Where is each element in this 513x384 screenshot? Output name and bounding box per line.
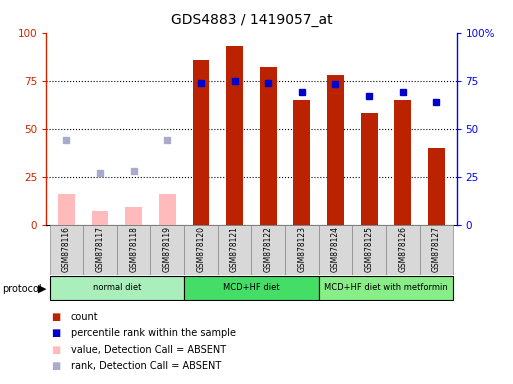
Bar: [218, 225, 251, 275]
Text: normal diet: normal diet: [93, 283, 141, 293]
Bar: [352, 225, 386, 275]
Bar: [293, 100, 310, 225]
Text: MCD+HF diet with metformin: MCD+HF diet with metformin: [324, 283, 448, 293]
Text: GSM878121: GSM878121: [230, 226, 239, 272]
Text: value, Detection Call = ABSENT: value, Detection Call = ABSENT: [71, 345, 226, 355]
Text: GSM878120: GSM878120: [196, 226, 205, 272]
Bar: [420, 225, 453, 275]
Bar: [50, 225, 83, 275]
Bar: [260, 67, 277, 225]
Text: rank, Detection Call = ABSENT: rank, Detection Call = ABSENT: [71, 361, 221, 371]
Bar: [150, 225, 184, 275]
Text: GSM878116: GSM878116: [62, 226, 71, 272]
Text: ■: ■: [51, 345, 61, 355]
Bar: [319, 225, 352, 275]
Text: ■: ■: [51, 328, 61, 338]
Bar: [192, 60, 209, 225]
Bar: [394, 100, 411, 225]
Bar: [58, 194, 75, 225]
Bar: [184, 225, 218, 275]
Text: MCD+HF diet: MCD+HF diet: [223, 283, 280, 293]
Text: GSM878127: GSM878127: [432, 226, 441, 272]
Text: GDS4883 / 1419057_at: GDS4883 / 1419057_at: [170, 13, 332, 27]
Bar: [92, 211, 108, 225]
Text: GSM878124: GSM878124: [331, 226, 340, 272]
Bar: [83, 225, 117, 275]
Bar: [285, 225, 319, 275]
Text: GSM878122: GSM878122: [264, 226, 273, 272]
Text: count: count: [71, 312, 98, 322]
Text: GSM878123: GSM878123: [298, 226, 306, 272]
Bar: [386, 225, 420, 275]
Bar: [327, 75, 344, 225]
Bar: [251, 225, 285, 275]
Bar: [117, 225, 150, 275]
Bar: [428, 148, 445, 225]
Text: GSM878126: GSM878126: [398, 226, 407, 272]
Text: GSM878118: GSM878118: [129, 226, 138, 272]
Text: percentile rank within the sample: percentile rank within the sample: [71, 328, 236, 338]
Bar: [159, 194, 175, 225]
Text: ■: ■: [51, 361, 61, 371]
Text: GSM878119: GSM878119: [163, 226, 172, 272]
Text: GSM878125: GSM878125: [365, 226, 373, 272]
Bar: [319, 276, 453, 300]
Bar: [361, 113, 378, 225]
Text: GSM878117: GSM878117: [95, 226, 105, 272]
Bar: [50, 276, 184, 300]
Text: ■: ■: [51, 312, 61, 322]
Text: protocol: protocol: [3, 284, 42, 294]
Bar: [125, 207, 142, 225]
Bar: [226, 46, 243, 225]
Text: ▶: ▶: [38, 284, 47, 294]
Bar: [184, 276, 319, 300]
